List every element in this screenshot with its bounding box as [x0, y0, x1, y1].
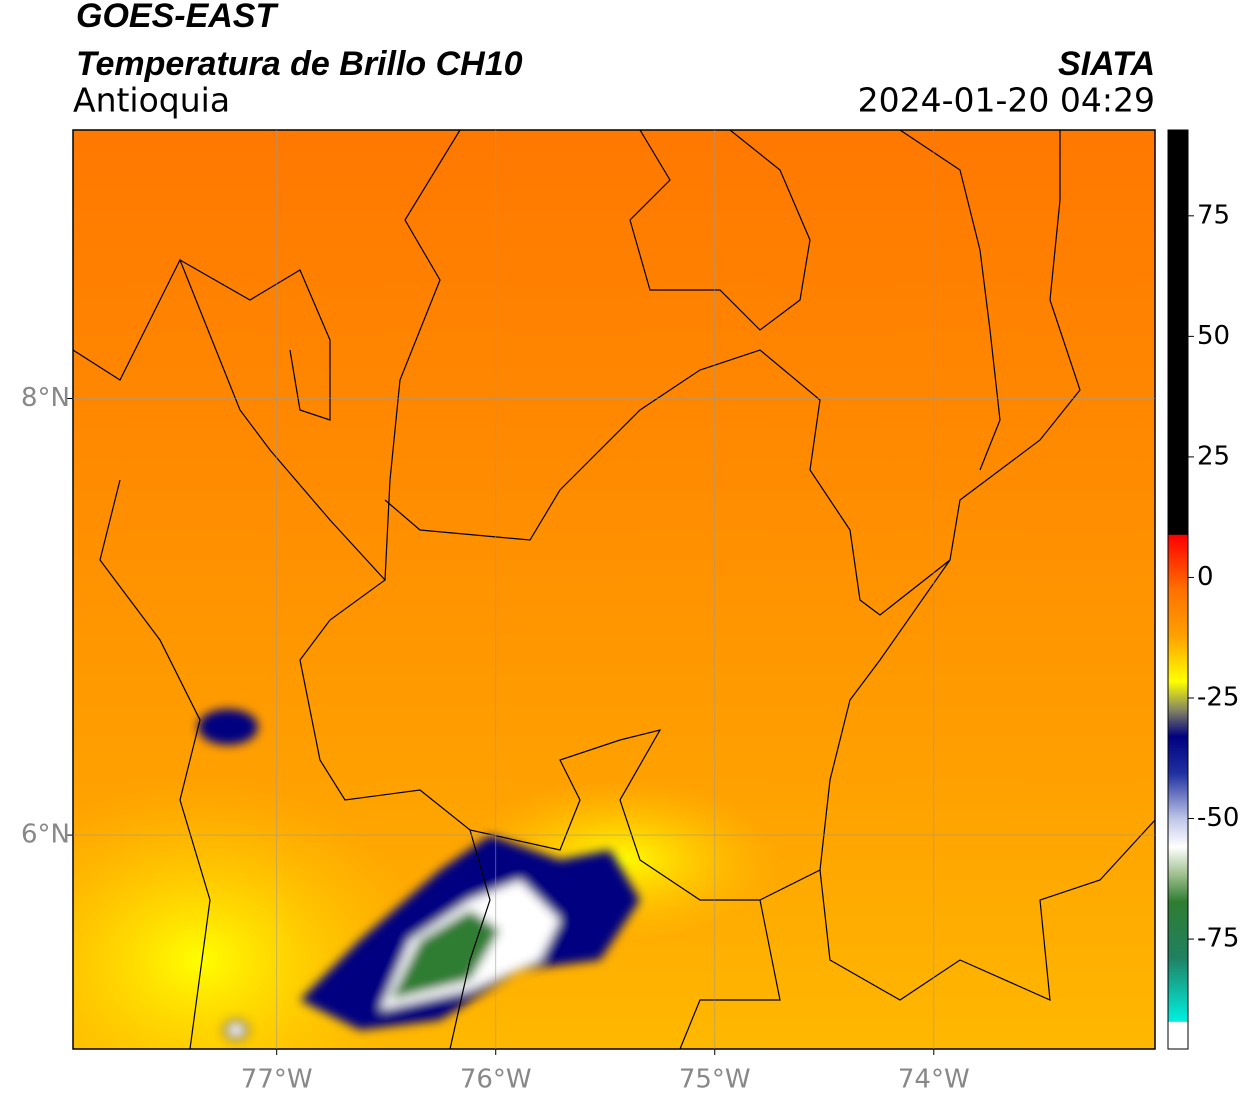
colorbar-tick-label: 25 [1197, 441, 1230, 471]
subtitle: Temperatura de Brillo CH10 [76, 45, 523, 83]
colorbar-tick-label: -50 [1197, 803, 1239, 833]
lon-tick-label: 76°W [460, 1065, 532, 1095]
lon-tick-label: 77°W [241, 1065, 313, 1095]
colorbar [1167, 129, 1189, 1050]
colorbar-tick-label: 75 [1197, 200, 1230, 230]
datetime: 2024-01-20 04:29 [858, 81, 1155, 120]
lon-tick-label: 75°W [679, 1065, 751, 1095]
boundaries [73, 130, 1155, 1049]
map-image [73, 130, 1155, 1049]
lon-tick-label: 74°W [898, 1065, 970, 1095]
colorbar-tick-label: -75 [1197, 924, 1239, 954]
region: Antioquia [73, 81, 230, 120]
source: SIATA [1058, 45, 1155, 83]
lat-tick-label: 8°N [21, 383, 70, 413]
title: GOES-EAST [76, 0, 279, 35]
colorbar-tick-label: -25 [1197, 682, 1239, 712]
colorbar-tick-label: 0 [1197, 562, 1214, 592]
colorbar-tick-label: 50 [1197, 321, 1230, 351]
lat-tick-label: 6°N [21, 820, 70, 850]
map-frame [72, 129, 1156, 1050]
